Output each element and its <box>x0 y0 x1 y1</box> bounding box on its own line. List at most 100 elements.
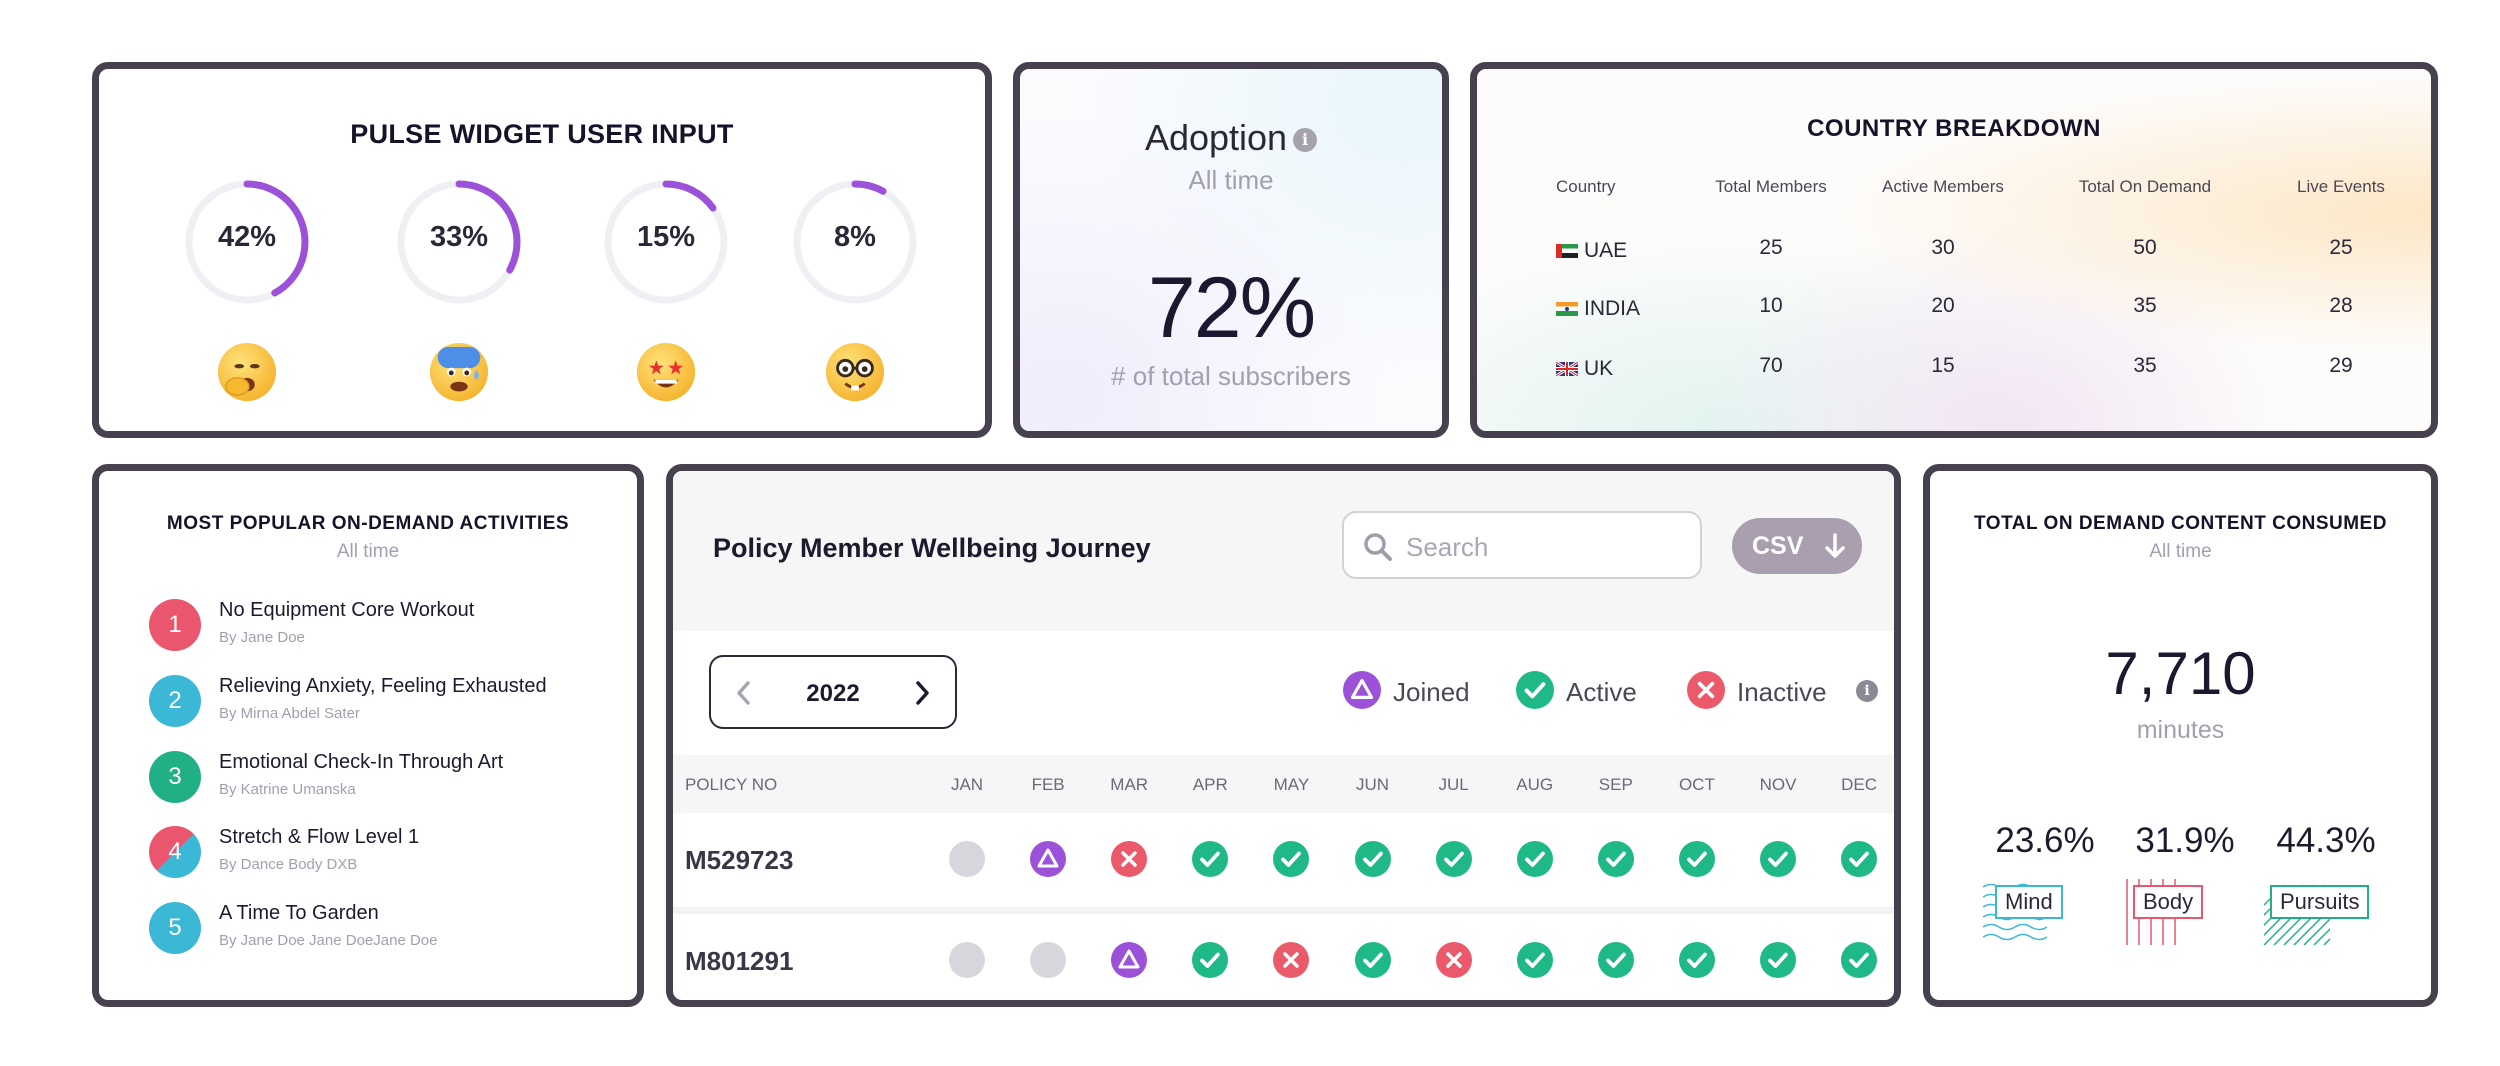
legend-label: Inactive <box>1737 677 1827 707</box>
popular-activity-item[interactable]: 1 No Equipment Core Workout By Jane Doe <box>149 599 629 659</box>
rank-badge: 4 <box>149 826 201 878</box>
country-column-header: Total On Demand <box>2078 177 2212 196</box>
row-divider <box>673 907 1894 914</box>
joined-triangle-icon <box>1343 671 1381 714</box>
pulse-widget-card: PULSE WIDGET USER INPUT 42% 33% 15% 8% <box>92 62 992 438</box>
active-check-icon <box>1597 841 1634 877</box>
segment-percent: 23.6% <box>1995 821 2095 860</box>
total-content-card: TOTAL ON DEMAND CONTENT CONSUMED All tim… <box>1923 464 2438 1007</box>
country-column-header: Active Members <box>1882 177 2004 196</box>
csv-button-label: CSV <box>1752 532 1804 560</box>
journey-table-header <box>673 755 1894 813</box>
rank-badge: 1 <box>149 599 201 651</box>
pulse-percent: 33% <box>429 221 489 253</box>
country-name-cell: INDIA <box>1556 297 1640 321</box>
csv-download-button[interactable]: CSV <box>1732 518 1862 574</box>
total-content-subtitle: All time <box>2149 541 2212 562</box>
popular-activity-item[interactable]: 5 A Time To Garden By Jane Doe Jane DoeJan… <box>149 902 629 962</box>
pulse-percent: 15% <box>636 221 696 253</box>
active-check-icon <box>1273 841 1310 877</box>
month-column-header: JUN <box>1355 775 1390 794</box>
country-name-cell: UK <box>1556 357 1613 381</box>
pulse-progress-ring: 42% <box>183 178 311 306</box>
joined-triangle-icon <box>1030 841 1067 877</box>
pulse-progress-ring: 8% <box>791 178 919 306</box>
month-column-header: JAN <box>950 775 984 794</box>
country-value-cell: 25 <box>1759 236 1783 259</box>
active-check-icon <box>1841 841 1878 877</box>
country-name-cell: UAE <box>1556 239 1627 263</box>
popular-activities-title: MOST POPULAR ON-DEMAND ACTIVITIES <box>166 513 570 534</box>
country-value-cell: 35 <box>2133 354 2157 377</box>
journey-header: Policy Member Wellbeing Journey Search C… <box>673 471 1894 631</box>
country-name: INDIA <box>1584 297 1641 320</box>
inactive-x-icon <box>1687 671 1725 714</box>
activity-title: Stretch & Flow Level 1 <box>219 826 420 848</box>
legend-info-icon[interactable]: i <box>1856 680 1878 702</box>
popular-activity-item[interactable]: 2 Relieving Anxiety, Feeling Exhausted By … <box>149 675 629 735</box>
country-value-cell: 25 <box>2329 236 2353 259</box>
active-check-icon <box>1354 841 1391 877</box>
active-check-icon <box>1760 841 1796 877</box>
table-row[interactable]: M529723 <box>673 813 1894 907</box>
pulse-progress-ring: 33% <box>395 178 523 306</box>
active-check-icon <box>1678 841 1715 877</box>
yawning-face-icon <box>216 341 278 403</box>
popular-activity-item[interactable]: 3 Emotional Check-In Through Art By Katrin… <box>149 751 629 811</box>
adoption-value: 72% <box>1147 260 1316 356</box>
adoption-subtitle: All time <box>1188 165 1274 195</box>
month-column-header: MAY <box>1273 775 1310 794</box>
journey-title: Policy Member Wellbeing Journey <box>713 533 1151 563</box>
country-column-header: Country <box>1556 177 1616 196</box>
active-check-icon <box>1516 841 1553 877</box>
chevron-left-icon[interactable] <box>733 679 755 707</box>
activity-title: A Time To Garden <box>219 902 379 924</box>
month-column-header: NOV <box>1759 775 1797 794</box>
star-struck-face-icon <box>635 341 697 403</box>
activity-title: Relieving Anxiety, Feeling Exhausted <box>219 675 547 697</box>
pulse-progress-arc <box>604 180 728 304</box>
year-value: 2022 <box>806 680 860 707</box>
policy-column-header: POLICY NO <box>685 775 778 794</box>
active-check-icon <box>1841 942 1878 978</box>
chevron-right-icon[interactable] <box>911 679 933 707</box>
active-check-icon <box>1435 841 1472 877</box>
table-row[interactable]: M801291 <box>673 914 1894 1000</box>
wellbeing-journey-card: Policy Member Wellbeing Journey Search C… <box>666 464 1901 1007</box>
year-picker: 2022 <box>709 655 957 729</box>
country-value-cell: 35 <box>2133 294 2157 317</box>
segment-percent: 44.3% <box>2276 821 2376 860</box>
legend-label: Active <box>1566 677 1637 707</box>
info-icon[interactable]: i <box>1293 128 1318 153</box>
month-column-header: MAR <box>1110 775 1149 794</box>
country-breakdown-card: COUNTRY BREAKDOWN Country Total Members Ac… <box>1470 62 2438 438</box>
segment-mind: 23.6% Mind <box>1975 821 2115 941</box>
activity-title: No Equipment Core Workout <box>219 599 475 621</box>
active-check-icon <box>1760 942 1796 978</box>
month-column-header: AUG <box>1516 775 1554 794</box>
empty-status-icon <box>949 942 985 978</box>
total-content-value: 7,710 <box>2105 640 2256 707</box>
uk-flag-icon <box>1556 362 1578 377</box>
segment-pursuits: 44.3% Pursuits <box>2223 821 2396 946</box>
pulse-percent: 42% <box>217 221 277 253</box>
pulse-progress-arc <box>397 180 521 304</box>
anxious-face-icon <box>428 341 490 403</box>
adoption-caption: # of total subscribers <box>1111 361 1351 391</box>
legend-label: Joined <box>1393 677 1470 707</box>
month-column-header: DEC <box>1841 775 1878 794</box>
country-value-cell: 20 <box>1931 294 1955 317</box>
activity-title: Emotional Check-In Through Art <box>219 751 504 773</box>
segment-label: Mind <box>1995 885 2063 919</box>
country-column-header: Live Events <box>2297 177 2385 196</box>
search-input[interactable]: Search <box>1342 511 1702 579</box>
active-check-icon <box>1678 942 1715 978</box>
activity-author: By Jane Doe Jane DoeJane Doe <box>219 932 438 949</box>
segment-label: Pursuits <box>2270 885 2370 919</box>
pulse-progress-ring: 15% <box>602 178 730 306</box>
country-value-cell: 70 <box>1759 354 1783 377</box>
country-value-cell: 50 <box>2133 236 2157 259</box>
rank-badge: 3 <box>149 751 201 803</box>
active-check-icon <box>1192 841 1229 877</box>
popular-activity-item[interactable]: 4 Stretch & Flow Level 1 By Dance Body DXB <box>149 826 629 886</box>
